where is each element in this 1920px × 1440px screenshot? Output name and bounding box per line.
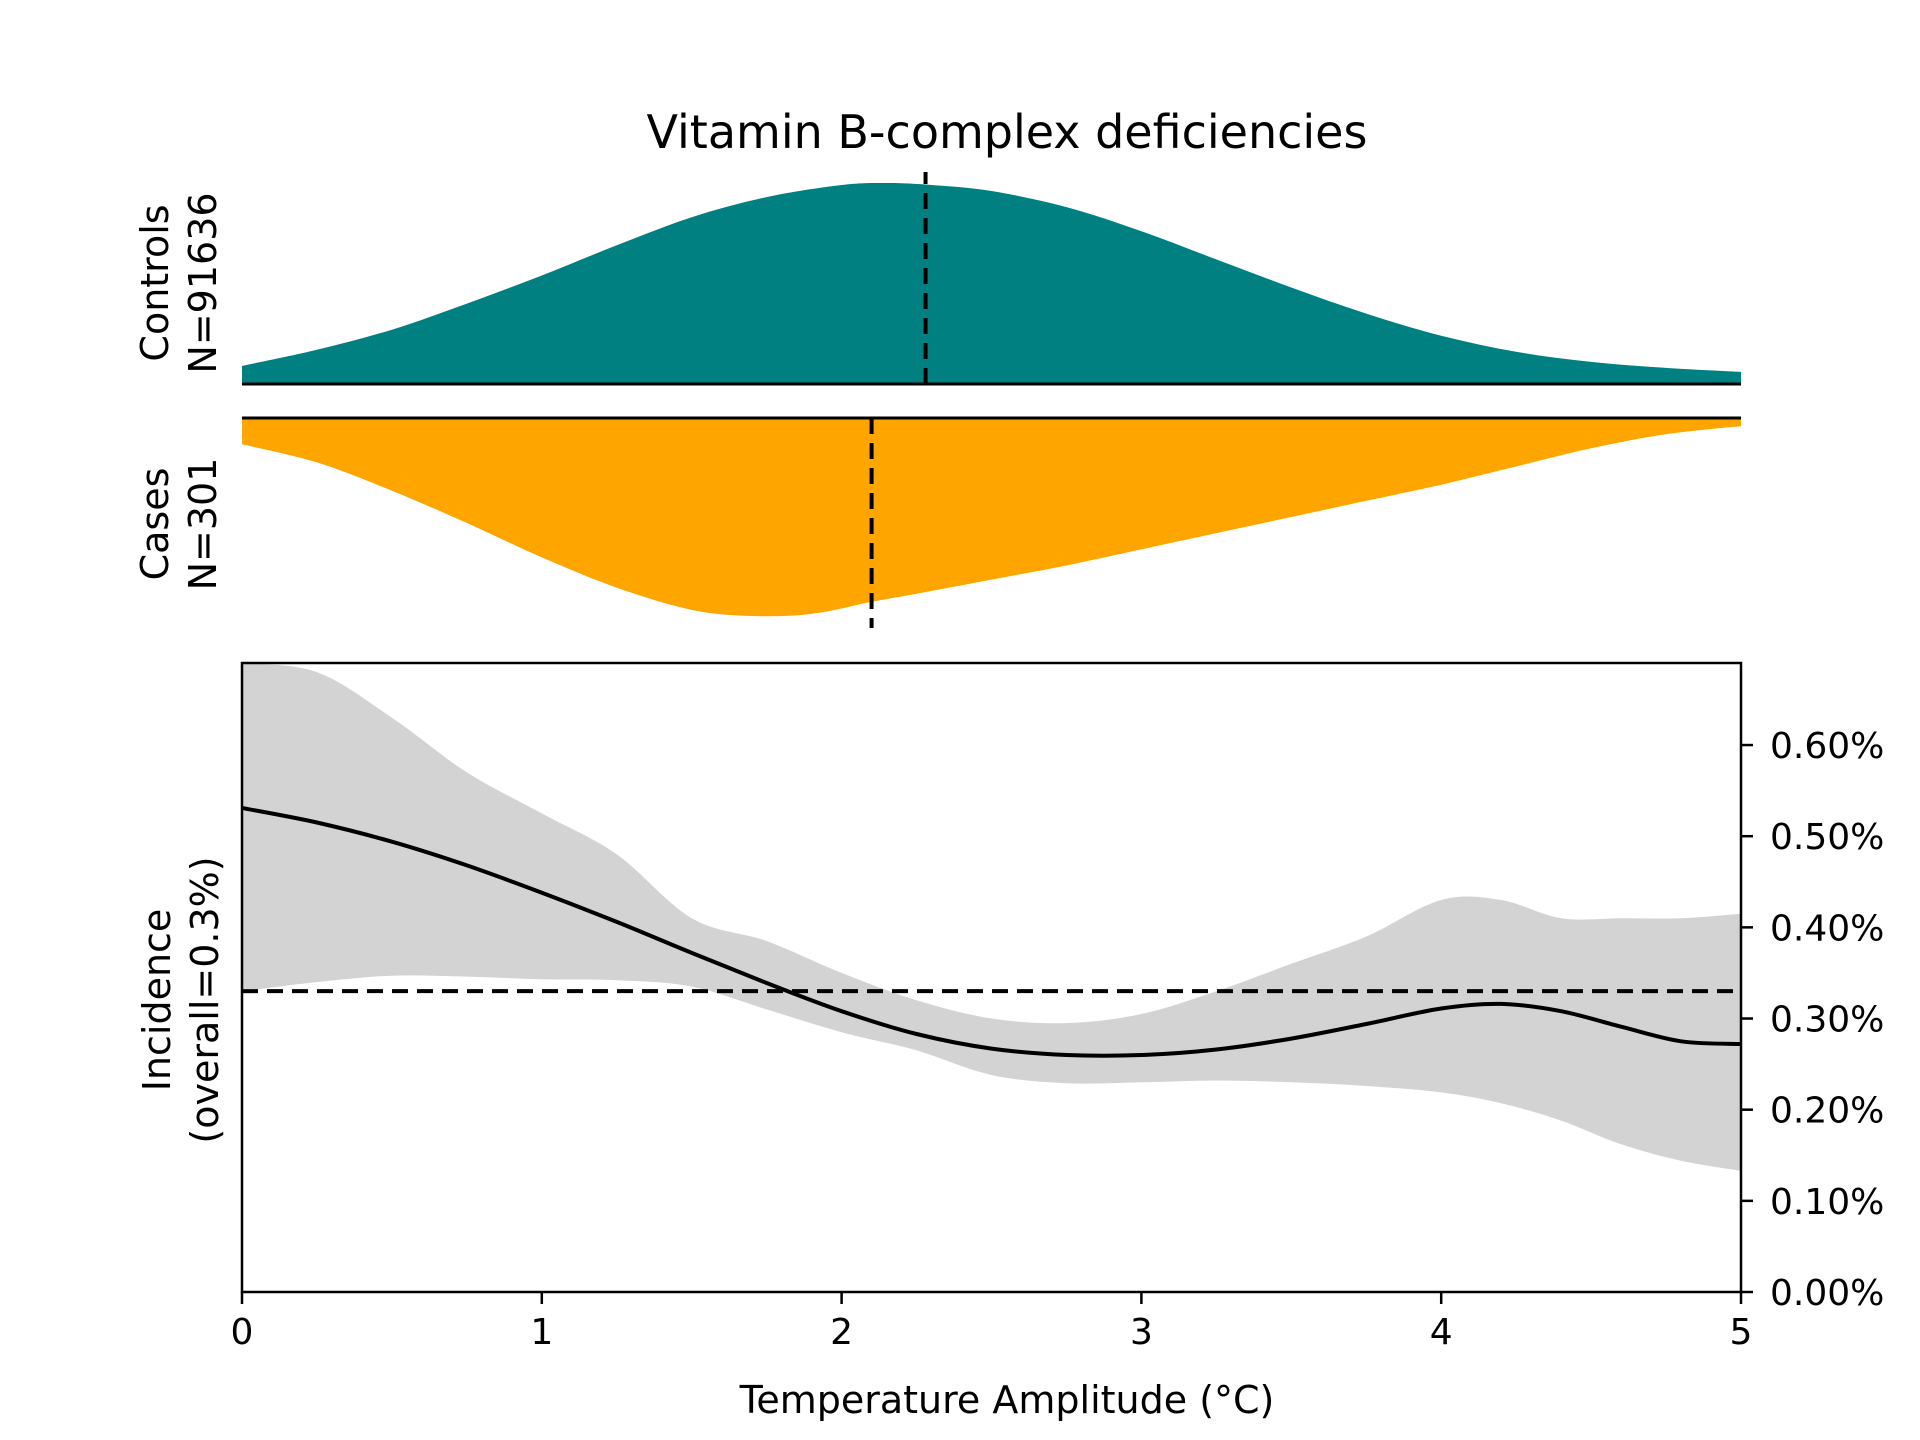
x-tick-label: 5 <box>1730 1312 1753 1353</box>
confidence-band <box>242 663 1741 1171</box>
y-axis-right: 0.00% 0.10% 0.20% 0.30% 0.40% 0.50% 0.60% <box>1741 726 1884 1314</box>
incidence-panel: 0 1 2 3 4 5 0.00% 0.10% 0.20% 0.30% 0.40% 0.50% 0.6… <box>135 661 1884 1422</box>
x-tick-label: 1 <box>530 1312 553 1353</box>
incidence-ylabel-overall: (overall=0.3%) <box>183 856 227 1143</box>
x-axis-label: Temperature Amplitude (°C) <box>739 1378 1275 1422</box>
controls-density-panel: Controls N=91636 <box>133 172 1741 386</box>
cases-count: N=301 <box>181 458 225 591</box>
controls-label: Controls <box>133 204 177 361</box>
x-tick-label: 0 <box>231 1312 254 1353</box>
x-tick-label: 2 <box>830 1312 853 1353</box>
cases-density-area <box>242 418 1741 617</box>
y-tick-label: 0.50% <box>1770 817 1884 858</box>
cases-label: Cases <box>133 468 177 581</box>
x-tick-label: 3 <box>1130 1312 1153 1353</box>
x-tick-label: 4 <box>1430 1312 1453 1353</box>
y-tick-label: 0.00% <box>1770 1273 1884 1314</box>
y-tick-label: 0.40% <box>1770 908 1884 949</box>
controls-density-area <box>242 182 1741 384</box>
incidence-curve <box>241 805 1742 1058</box>
incidence-ylabel: Incidence <box>135 909 179 1092</box>
cases-density-panel: Cases N=301 <box>133 416 1741 628</box>
y-tick-label: 0.20% <box>1770 1091 1884 1132</box>
y-tick-label: 0.30% <box>1770 1000 1884 1041</box>
controls-count: N=91636 <box>181 192 225 373</box>
x-axis: 0 1 2 3 4 5 <box>231 1292 1753 1353</box>
chart-title: Vitamin B-complex deficiencies <box>647 105 1368 159</box>
plot-frame <box>240 661 1743 1294</box>
y-tick-label: 0.60% <box>1770 726 1884 767</box>
y-tick-label: 0.10% <box>1770 1182 1884 1223</box>
